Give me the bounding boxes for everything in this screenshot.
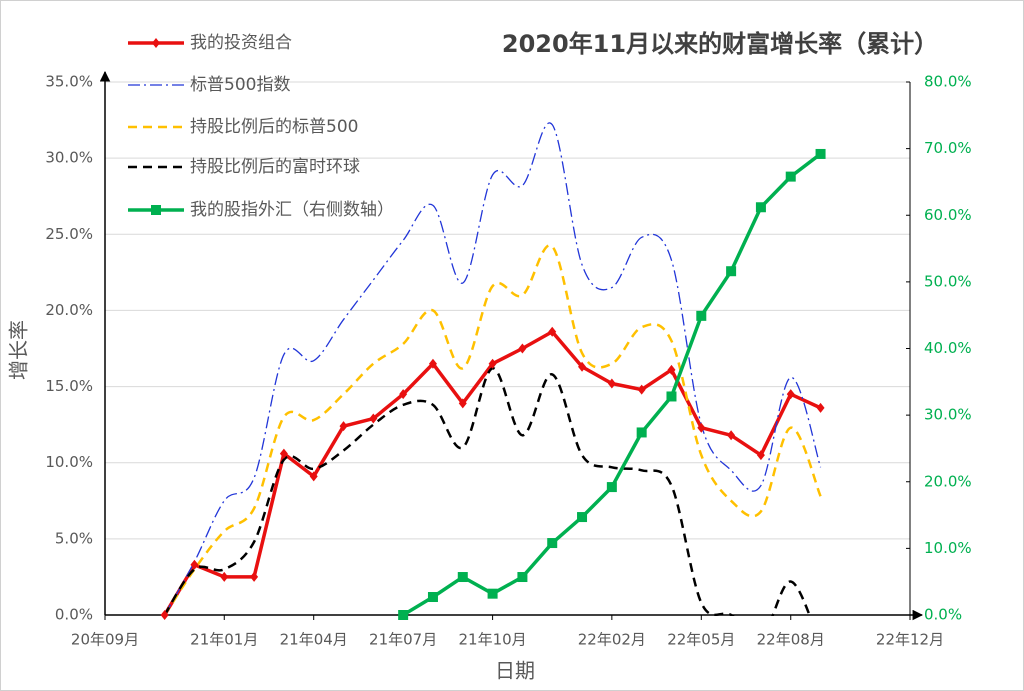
point-marker [517,572,528,583]
point-marker [487,588,498,599]
legend-label: 持股比例后的标普500 [190,117,358,137]
legend-label: 持股比例后的富时环球 [190,157,360,177]
point-marker [398,610,409,620]
point-marker [458,398,467,409]
series-line [164,122,822,616]
point-marker [427,592,438,603]
point-marker [547,538,558,549]
y2-tick-label: 40.0% [924,339,972,357]
y2-tick-label: 80.0% [924,73,972,91]
y-tick-label: 25.0% [45,225,93,243]
point-marker [428,358,437,369]
point-marker [369,413,378,424]
x-axis-label: 日期 [495,659,535,683]
legend-label: 标普500指数 [190,75,290,95]
legend-marker [151,205,161,215]
point-marker [755,202,766,213]
point-marker [667,364,676,375]
point-marker [577,512,588,523]
y-tick-label: 10.0% [45,453,93,471]
x-tick-label: 22年02月 [578,631,646,649]
point-marker [637,384,646,395]
y-tick-label: 15.0% [45,377,93,395]
series-line [163,367,812,616]
x-tick-label: 20年09月 [71,631,139,649]
point-marker [815,148,826,159]
point-marker [399,389,408,400]
point-marker [279,448,288,459]
y2-tick-label: 70.0% [924,139,972,157]
point-marker [457,572,468,583]
chart-title: 2020年11月以来的财富增长率（累计） [502,30,938,58]
x-tick-label: 22年05月 [667,631,735,649]
y-tick-label: 35.0% [45,73,93,91]
point-marker [309,471,318,482]
point-marker [606,482,617,493]
point-marker [816,402,825,413]
point-marker [756,450,765,461]
point-marker [578,361,587,372]
y2-tick-label: 50.0% [924,272,972,290]
point-marker [220,571,229,582]
point-marker [607,378,616,389]
y2-tick-label: 60.0% [924,206,972,224]
y-tick-label: 0.0% [55,606,93,624]
y-tick-label: 20.0% [45,301,93,319]
legend-label: 我的股指外汇（右侧数轴） [190,200,394,220]
y2-tick-label: 0.0% [924,606,962,624]
x-tick-label: 22年08月 [757,631,825,649]
y-tick-label: 5.0% [55,529,93,547]
y2-tick-label: 20.0% [924,472,972,490]
point-marker [548,326,557,337]
point-marker [666,391,677,402]
point-marker [726,266,737,277]
point-marker [785,171,796,182]
x-tick-label: 21年01月 [190,631,258,649]
x-tick-label: 21年10月 [458,631,526,649]
point-marker [518,343,527,354]
point-marker [727,430,736,441]
point-marker [636,427,647,438]
point-marker [160,610,169,620]
point-marker [697,422,706,433]
legend-marker [152,38,160,48]
y-tick-label: 30.0% [45,149,93,167]
point-marker [250,571,259,582]
point-marker [696,310,707,321]
legend-label: 我的投资组合 [190,33,292,53]
x-tick-label: 21年07月 [369,631,437,649]
y2-tick-label: 10.0% [924,539,972,557]
point-marker [488,358,497,369]
y2-tick-label: 30.0% [924,406,972,424]
x-tick-label: 21年04月 [280,631,348,649]
y-axis-label: 增长率 [7,320,31,380]
point-marker [190,559,199,570]
point-marker [786,389,795,400]
x-tick-label: 22年12月 [876,631,944,649]
series-line [163,244,822,616]
point-marker [339,421,348,432]
